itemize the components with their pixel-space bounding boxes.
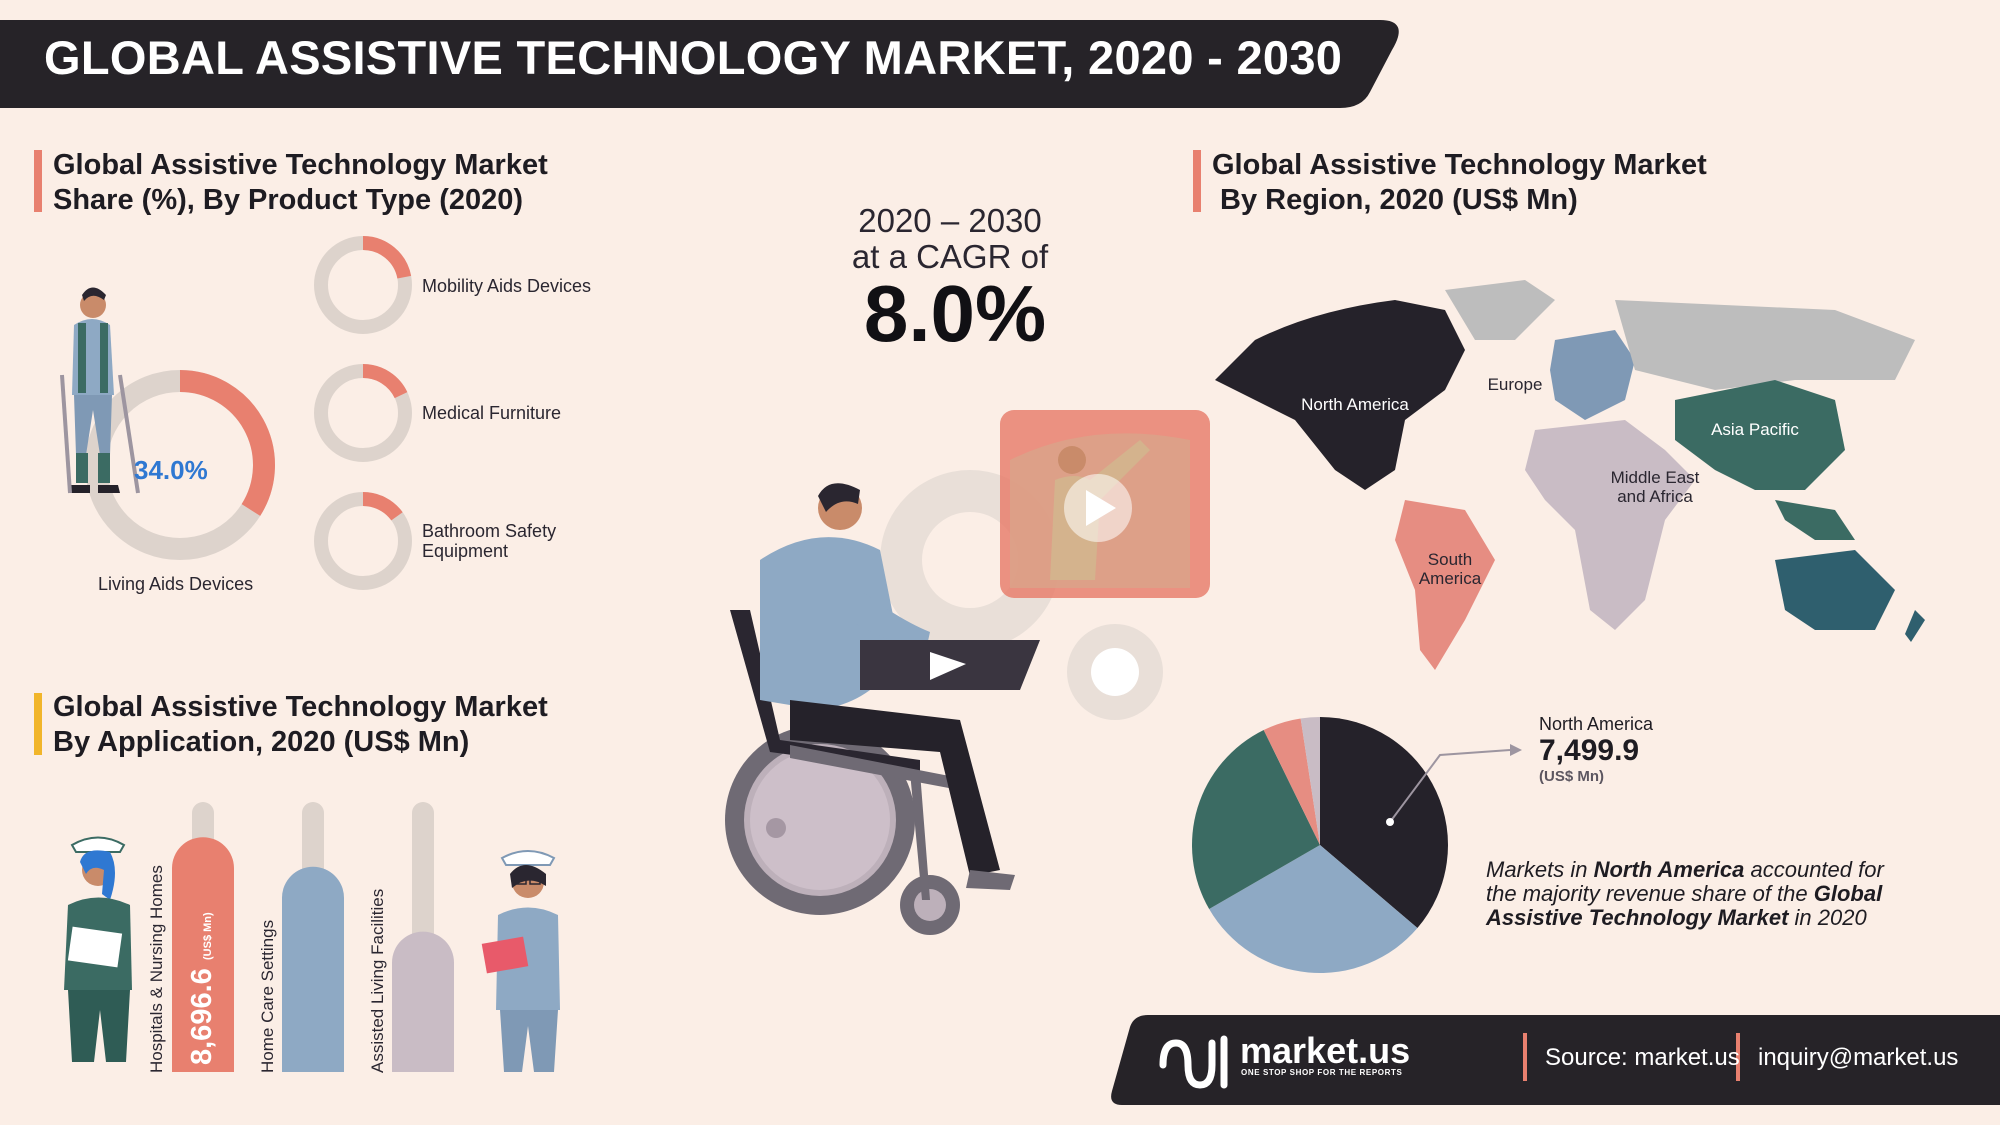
section-marker <box>34 150 42 212</box>
assisted-living-label: Assisted Living Facilities <box>368 888 387 1073</box>
footer-tagline: ONE STOP SHOP FOR THE REPORTS <box>1241 1068 1403 1077</box>
callout-region: North America <box>1539 714 1654 734</box>
product-title-line1: Global Assistive Technology Market <box>53 149 548 181</box>
region-south-america <box>1395 500 1495 670</box>
product-type-chart <box>60 236 412 590</box>
furniture-arc <box>362 364 408 399</box>
map-label-asia-pacific: Asia Pacific <box>1711 420 1799 439</box>
footer-brand[interactable]: market.us <box>1240 1030 1411 1071</box>
pie-slice-middle-east-and-africa <box>1263 718 1320 845</box>
market-us-logo-icon <box>1159 1035 1228 1089</box>
mobility-arc <box>362 236 412 279</box>
application-title-line2: By Application, 2020 (US$ Mn) <box>53 726 470 758</box>
map-label-middle-east-africa: Middle East and Africa <box>1610 468 1700 506</box>
living-aids-label: Living Aids Devices <box>98 574 254 594</box>
home-care-label: Home Care Settings <box>258 919 277 1073</box>
application-title-line1: Global Assistive Technology Market <box>53 691 548 723</box>
bathroom-label: Bathroom Safety Equipment <box>422 521 557 561</box>
world-map <box>1215 280 1925 670</box>
region-title-line1: Global Assistive Technology Market <box>1212 149 1707 181</box>
region-middle-east-africa <box>1525 420 1695 630</box>
hospitals-value: 8,696.6 <box>186 968 218 1065</box>
callout-dot <box>1386 818 1394 826</box>
map-label-south-america: South America <box>1418 550 1482 588</box>
callout-line <box>1389 749 1511 823</box>
footer-email[interactable]: inquiry@market.us <box>1758 1044 1959 1071</box>
page-title: GLOBAL ASSISTIVE TECHNOLOGY MARKET, 2020… <box>44 31 1343 84</box>
mobility-label: Mobility Aids Devices <box>422 276 592 296</box>
wheelchair-user-illustration <box>725 410 1210 935</box>
person-crutches-illustration <box>60 287 140 494</box>
application-chart <box>64 802 560 1072</box>
callout-value: 7,499.9 <box>1539 734 1640 767</box>
footer-source[interactable]: Source: market.us <box>1545 1044 1740 1071</box>
cagr-value: 8.0% <box>863 269 1047 358</box>
section-marker <box>34 693 42 755</box>
product-section-title: Global Assistive Technology Market Share… <box>53 148 548 218</box>
region-europe <box>1550 330 1635 420</box>
hospitals-unit: (US$ Mn) <box>202 912 214 960</box>
region-note: Markets in North America accounted for t… <box>1486 857 1884 930</box>
product-title-line2: Share (%), By Product Type (2020) <box>53 184 524 216</box>
hospitals-label: Hospitals & Nursing Homes <box>147 865 166 1073</box>
callout-arrow <box>1510 744 1522 756</box>
map-label-north-america: North America <box>1301 395 1409 414</box>
bar-assisted-living-facilities <box>392 931 454 1072</box>
nurse-right-illustration <box>481 850 560 1072</box>
section-marker <box>1193 150 1201 212</box>
nurse-left-illustration <box>64 836 132 1062</box>
region-pie-chart <box>1192 717 1522 973</box>
region-section-title: Global Assistive Technology Market By Re… <box>1212 148 1707 218</box>
region-north-america <box>1215 300 1465 490</box>
living-aids-value: 34.0% <box>134 455 208 485</box>
pie-slice-europe <box>1209 845 1418 973</box>
application-section-title: Global Assistive Technology Market By Ap… <box>53 690 548 760</box>
region-asia-pacific <box>1675 380 1845 490</box>
region-title-line2: By Region, 2020 (US$ Mn) <box>1220 184 1578 216</box>
bathroom-arc <box>362 492 403 521</box>
callout-unit: (US$ Mn) <box>1539 768 1604 785</box>
region-southeast-asia <box>1775 500 1855 540</box>
map-label-europe: Europe <box>1487 375 1543 394</box>
region-russia <box>1615 300 1915 390</box>
bar-home-care-settings <box>282 866 344 1072</box>
furniture-label: Medical Furniture <box>422 403 562 423</box>
bar-hospitals-nursing-homes <box>172 837 234 1072</box>
cagr-caption: at a CAGR of <box>851 238 1049 275</box>
pie-slice-south-america <box>1300 717 1320 845</box>
pie-slice-asia-pacific <box>1192 730 1320 910</box>
region-new-zealand <box>1905 610 1925 642</box>
region-greenland <box>1445 280 1555 340</box>
title-banner <box>0 20 1399 108</box>
pie-slice-north-america <box>1320 717 1448 929</box>
living-aids-arc <box>179 370 275 516</box>
cagr-period: 2020 – 2030 <box>858 202 1042 239</box>
region-australia <box>1775 550 1895 630</box>
footer-bar <box>1111 1015 2000 1105</box>
